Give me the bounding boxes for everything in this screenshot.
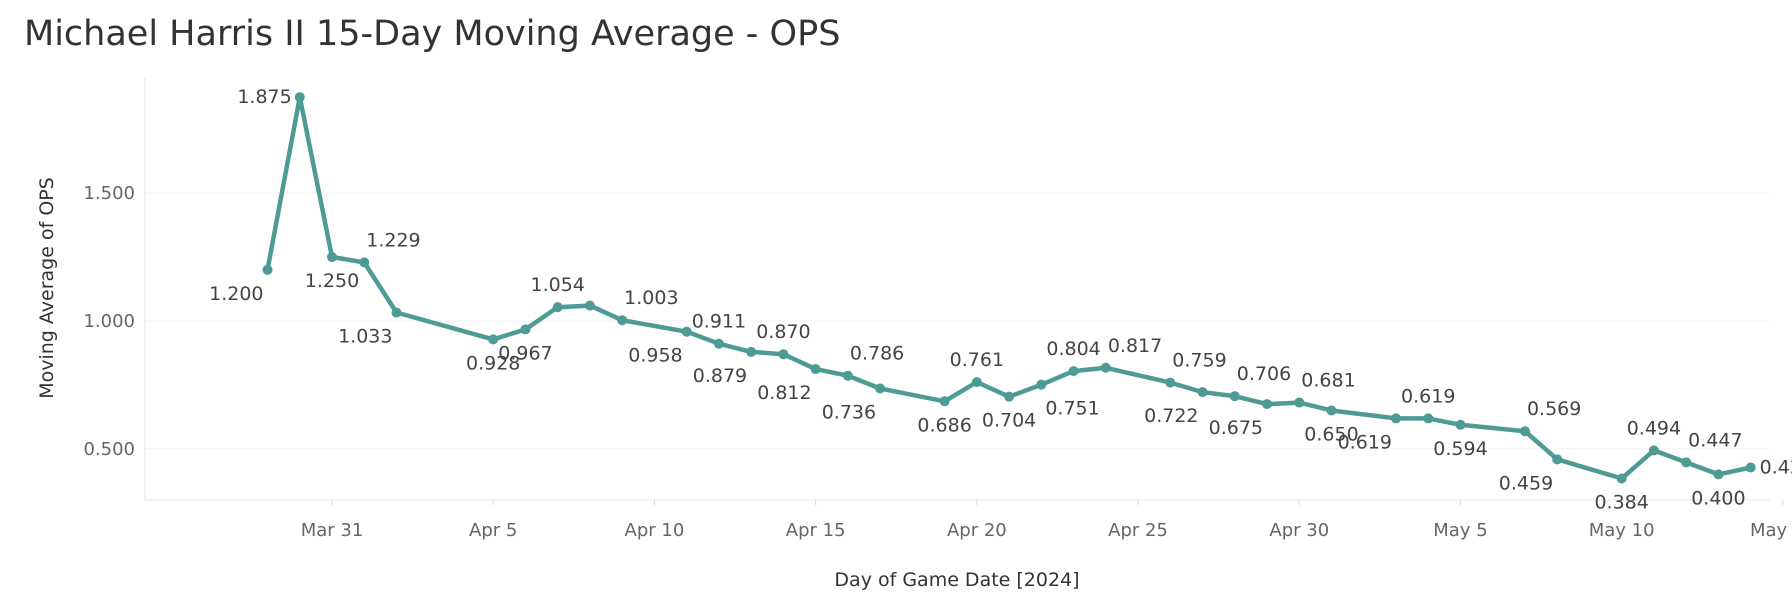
data-point <box>520 324 531 335</box>
x-tick-label: May 10 <box>1589 520 1655 541</box>
data-point <box>681 326 692 337</box>
data-label: 0.427 <box>1760 457 1792 479</box>
data-point <box>488 334 499 345</box>
data-point <box>1745 462 1756 473</box>
y-tick-label: 1.000 <box>83 311 135 332</box>
data-point <box>1165 377 1176 388</box>
data-label: 0.681 <box>1301 370 1355 392</box>
data-point <box>1713 469 1724 480</box>
x-axis-ticks: Mar 31 Apr 5 Apr 10 Apr 15 Apr 20 Apr 25 Apr 3… <box>301 500 1792 541</box>
data-label: 0.722 <box>1144 405 1198 427</box>
data-point <box>1648 445 1659 456</box>
data-points <box>262 92 1756 484</box>
y-tick-label: 1.500 <box>83 183 135 204</box>
data-label: 0.569 <box>1527 398 1581 420</box>
data-label: 1.875 <box>237 86 291 108</box>
x-axis-title: Day of Game Date [2024] <box>834 569 1079 591</box>
data-label: 0.817 <box>1108 335 1162 357</box>
data-point <box>1294 397 1305 408</box>
y-axis-title: Moving Average of OPS <box>36 177 58 399</box>
y-tick-label: 0.500 <box>83 439 135 460</box>
data-point <box>1390 413 1401 424</box>
data-label: 0.494 <box>1627 417 1681 439</box>
data-point <box>1229 391 1240 402</box>
data-label: 0.619 <box>1401 385 1455 407</box>
data-point <box>713 338 724 349</box>
data-point <box>391 307 402 318</box>
chart-title: Michael Harris II 15-Day Moving Average … <box>24 14 841 54</box>
data-label: 0.879 <box>693 365 747 387</box>
data-label: 0.447 <box>1688 429 1742 451</box>
data-point <box>327 252 338 263</box>
data-point <box>842 370 853 381</box>
data-point <box>1326 405 1337 416</box>
data-point <box>1519 426 1530 437</box>
data-point <box>810 364 821 375</box>
data-label: 0.619 <box>1338 431 1392 453</box>
data-point <box>1262 399 1273 410</box>
data-point <box>746 346 757 357</box>
data-point <box>1068 366 1079 377</box>
data-point <box>875 383 886 394</box>
data-label: 0.761 <box>950 349 1004 371</box>
data-point <box>552 302 563 313</box>
data-point <box>1552 454 1563 465</box>
x-tick-label: Apr 5 <box>469 520 517 541</box>
data-point <box>359 257 370 268</box>
data-label: 0.967 <box>498 342 552 364</box>
data-point <box>939 396 950 407</box>
gridlines <box>145 192 1770 450</box>
data-label: 1.200 <box>209 283 263 305</box>
data-point <box>584 300 595 311</box>
data-point <box>1004 391 1015 402</box>
data-point <box>971 377 982 388</box>
x-tick-label: Apr 20 <box>947 520 1007 541</box>
data-label: 1.250 <box>305 270 359 292</box>
data-point <box>1423 413 1434 424</box>
data-label: 0.786 <box>850 343 904 365</box>
data-label: 0.759 <box>1172 350 1226 372</box>
data-label: 0.870 <box>756 321 810 343</box>
data-label: 1.003 <box>624 287 678 309</box>
data-label: 0.751 <box>1045 398 1099 420</box>
data-label: 0.686 <box>917 414 971 436</box>
data-label: 1.033 <box>338 326 392 348</box>
data-label: 0.675 <box>1209 417 1263 439</box>
x-tick-label: Apr 30 <box>1269 520 1329 541</box>
data-point <box>778 349 789 360</box>
data-label: 1.229 <box>366 229 420 251</box>
data-point <box>262 264 273 275</box>
data-label: 0.400 <box>1691 487 1745 509</box>
data-label: 0.736 <box>822 401 876 423</box>
x-tick-label: Apr 10 <box>625 520 685 541</box>
data-label: 0.958 <box>628 345 682 367</box>
x-tick-label: Mar 31 <box>301 520 364 541</box>
data-point <box>1197 387 1208 398</box>
y-axis-ticks: 0.500 1.000 1.500 <box>83 183 135 460</box>
x-tick-label: May 5 <box>1433 520 1487 541</box>
data-label: 0.650 <box>1304 423 1358 445</box>
data-label: 0.704 <box>982 410 1036 432</box>
data-label: 0.928 <box>466 352 520 374</box>
x-tick-label: Apr 25 <box>1108 520 1168 541</box>
x-tick-label: May 15 <box>1750 520 1792 541</box>
x-tick-label: Apr 15 <box>786 520 846 541</box>
data-label: 0.384 <box>1594 492 1648 514</box>
data-point <box>617 315 628 326</box>
data-point <box>1681 457 1692 468</box>
data-label: 1.054 <box>530 274 584 296</box>
data-point <box>1455 419 1466 430</box>
data-point <box>294 92 305 103</box>
data-label: 0.911 <box>692 311 746 333</box>
data-label: 0.812 <box>757 382 811 404</box>
data-label: 0.706 <box>1237 363 1291 385</box>
data-label: 0.594 <box>1433 438 1487 460</box>
data-label: 0.459 <box>1499 472 1553 494</box>
data-point <box>1036 379 1047 390</box>
data-label: 0.804 <box>1046 338 1100 360</box>
data-point <box>1100 362 1111 373</box>
data-point <box>1616 473 1627 484</box>
